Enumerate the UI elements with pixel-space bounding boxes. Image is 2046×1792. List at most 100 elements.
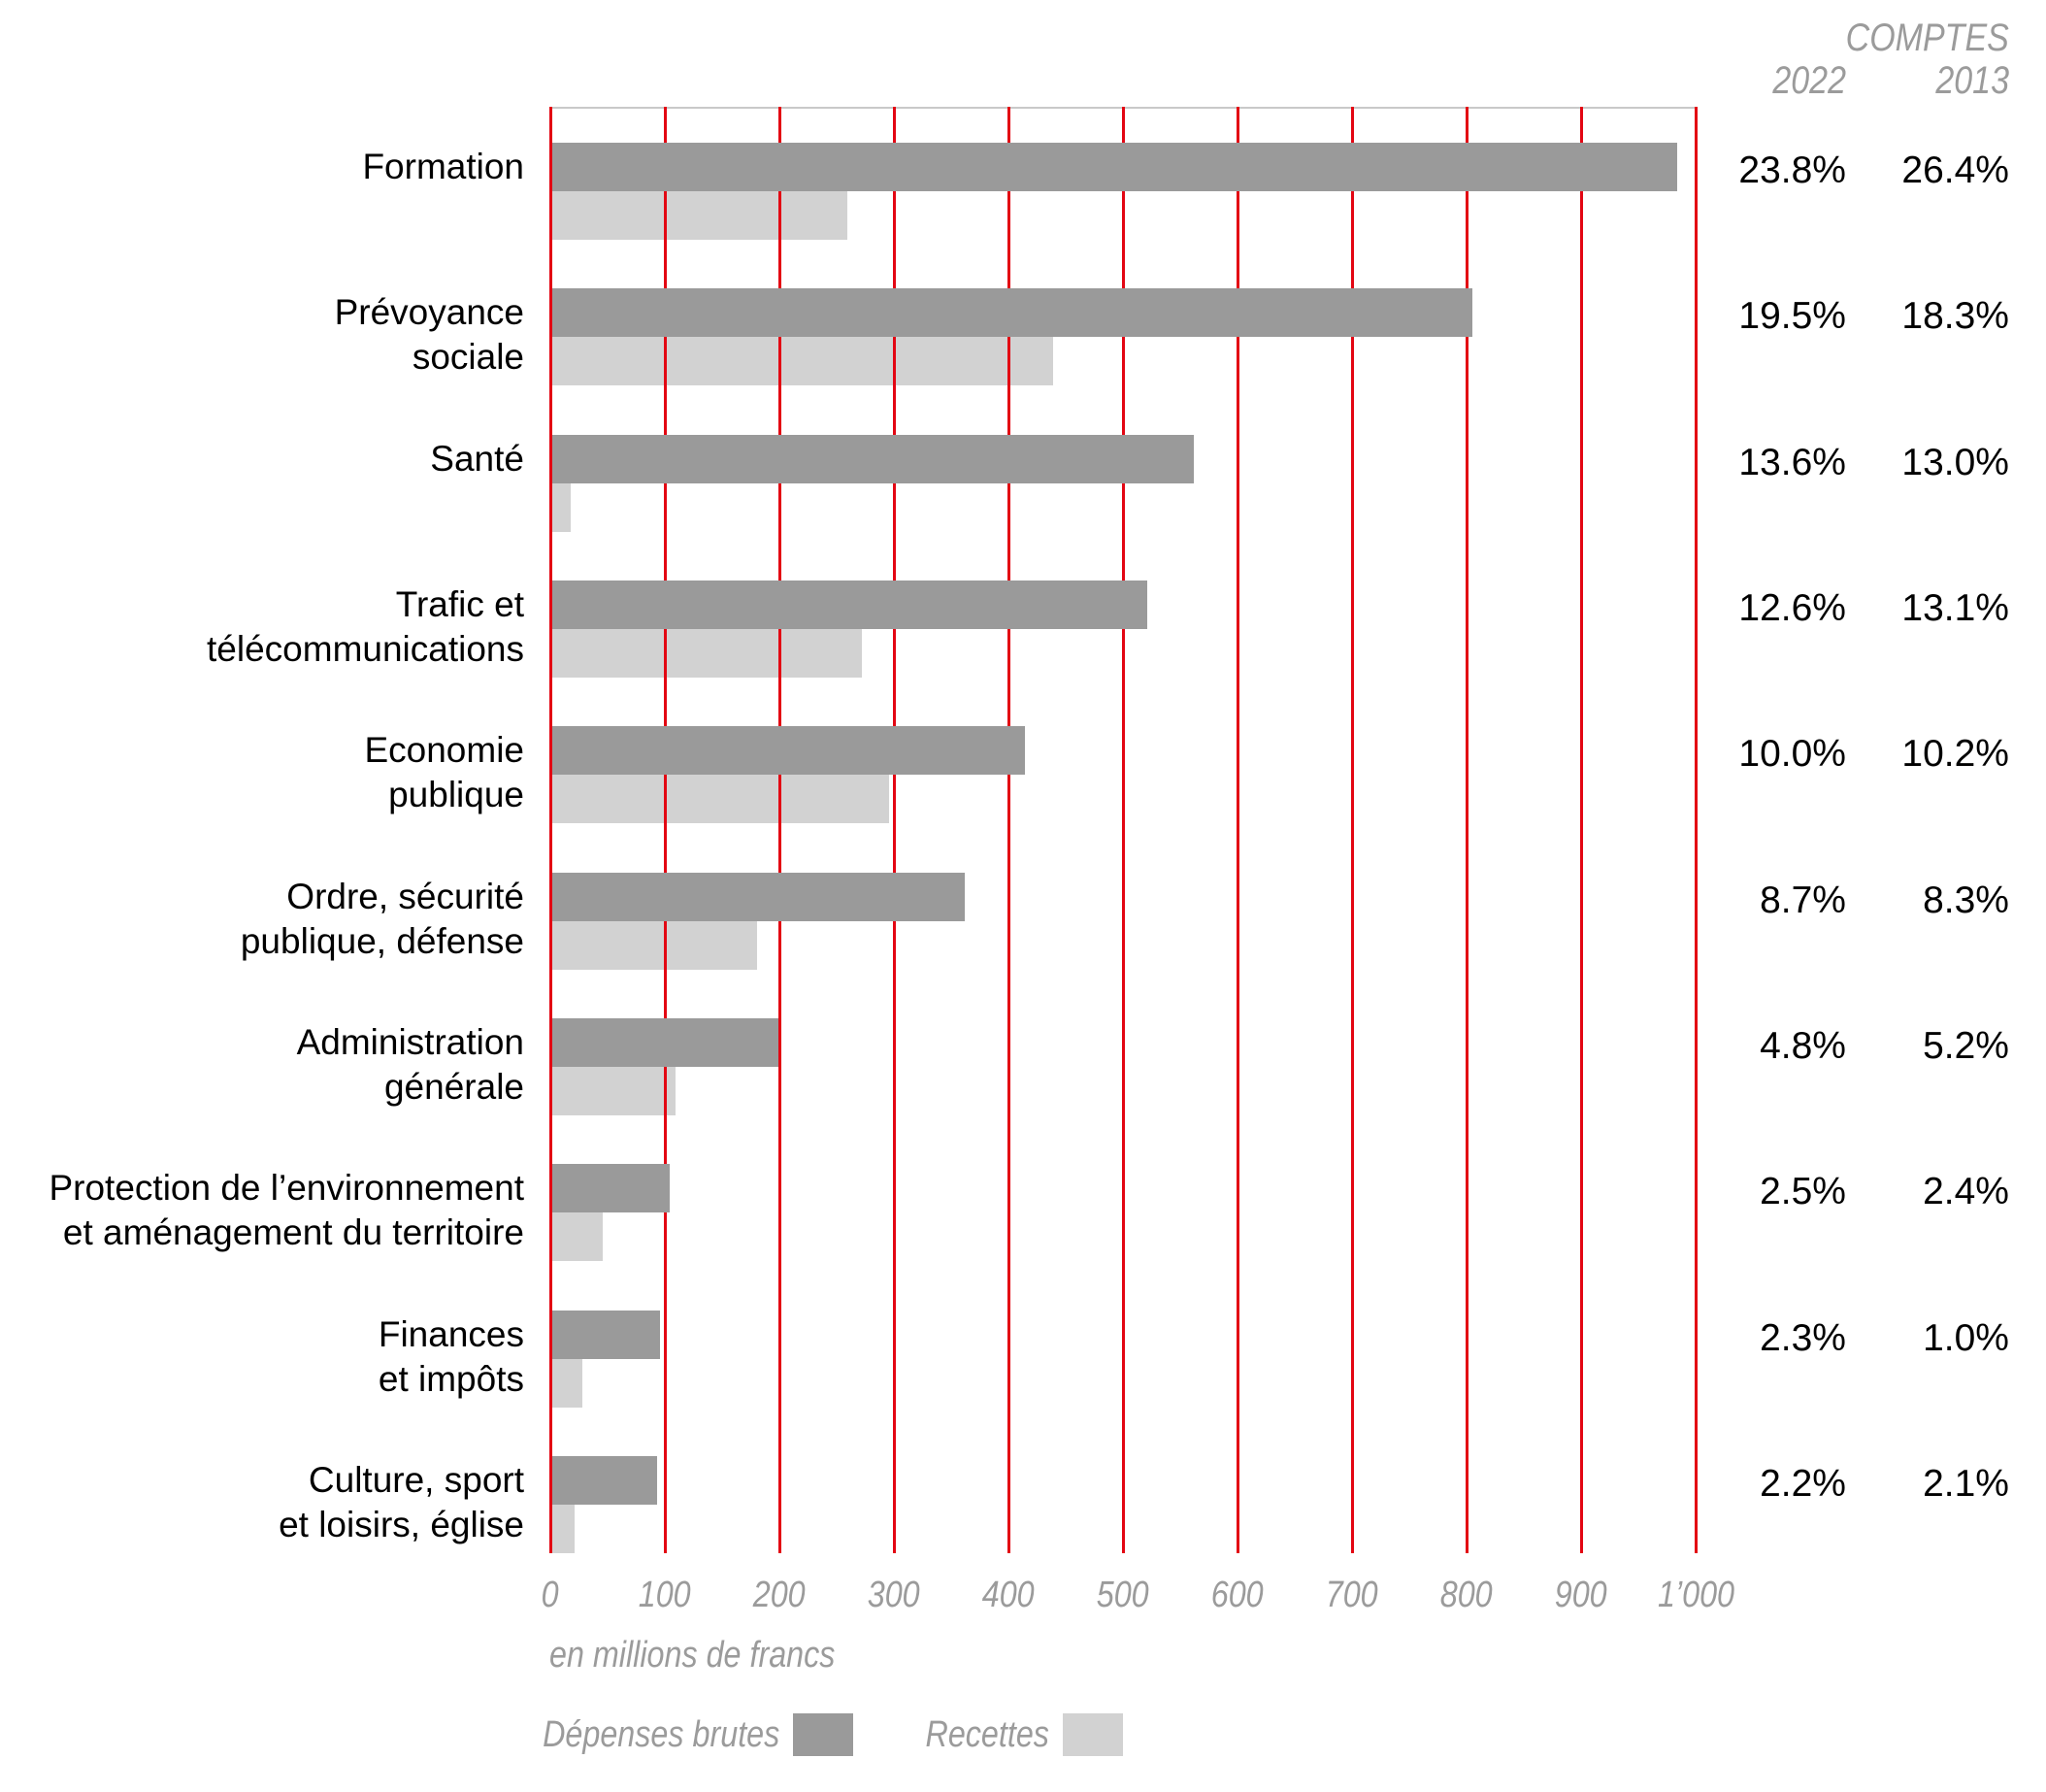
gridline-0 — [549, 107, 552, 1553]
x-tick-text: 600 — [1211, 1575, 1264, 1615]
bar-recettes — [552, 1212, 604, 1261]
axis-unit-label: en millions de francs — [549, 1635, 836, 1676]
percent-2022: 4.8% — [1760, 1025, 1846, 1067]
percent-2022: 8.7% — [1760, 879, 1846, 921]
gridline-700 — [1351, 107, 1354, 1553]
bar-recettes — [552, 1067, 676, 1115]
percent-2022: 19.5% — [1738, 295, 1846, 337]
category-label-line: Administration — [296, 1022, 524, 1062]
bar-recettes — [552, 1359, 583, 1408]
percent-2022: 13.6% — [1738, 442, 1846, 483]
bar-recettes — [552, 921, 757, 970]
percent-2013: 13.1% — [1901, 587, 2009, 629]
category-label-line: Culture, sport — [308, 1460, 524, 1500]
category-label-line: Ordre, sécurité — [286, 877, 524, 916]
category-label-line: sociale — [412, 337, 524, 377]
x-tick-label: 500 — [1055, 1573, 1191, 1617]
x-tick-label: 700 — [1284, 1573, 1420, 1617]
bar-recettes — [552, 629, 863, 678]
category-label: Protection de l’environnement et aménagem… — [0, 1166, 524, 1255]
category-label-line: Formation — [362, 147, 524, 186]
bar-depenses-brutes — [552, 435, 1195, 483]
x-tick-text: 400 — [982, 1575, 1035, 1615]
percent-2013: 13.0% — [1901, 442, 2009, 483]
category-label: Formation — [0, 145, 524, 189]
x-tick-label: 200 — [711, 1573, 847, 1617]
category-label-line: Finances — [378, 1314, 524, 1354]
legend-expenses-swatch — [793, 1713, 854, 1756]
percent-2013: 10.2% — [1901, 733, 2009, 775]
category-label-line: Prévoyance — [334, 292, 524, 332]
percent-2013: 5.2% — [1923, 1025, 2009, 1067]
gridline-300 — [893, 107, 896, 1553]
gridline-1’000 — [1695, 107, 1698, 1553]
percent-2022: 2.5% — [1760, 1171, 1846, 1212]
category-label: Prévoyance sociale — [0, 290, 524, 380]
bar-recettes — [552, 775, 890, 823]
category-label: Culture, sport et loisirs, église — [0, 1458, 524, 1547]
percent-2022: 10.0% — [1738, 733, 1846, 775]
category-label-line: publique — [388, 775, 524, 814]
category-label-line: et aménagement du territoire — [62, 1212, 524, 1252]
x-tick-text: 0 — [542, 1575, 559, 1615]
bar-depenses-brutes — [552, 1456, 657, 1505]
header-year-2013: 2013 — [1935, 59, 2009, 102]
legend: Dépenses brutes Recettes — [501, 1712, 1124, 1757]
category-label-line: télécommunications — [207, 629, 524, 669]
x-tick-label: 900 — [1513, 1573, 1649, 1617]
x-tick-text: 100 — [639, 1575, 691, 1615]
category-label: Administration générale — [0, 1020, 524, 1110]
percent-2013: 18.3% — [1901, 295, 2009, 337]
x-tick-label: 300 — [826, 1573, 962, 1617]
x-tick-text: 500 — [1097, 1575, 1149, 1615]
x-tick-text: 800 — [1440, 1575, 1493, 1615]
x-tick-label: 0 — [482, 1573, 618, 1617]
category-label: Economie publique — [0, 728, 524, 817]
category-label: Ordre, sécurité publique, défense — [0, 875, 524, 964]
category-label-line: Trafic et — [395, 584, 524, 624]
bar-depenses-brutes — [552, 1311, 661, 1359]
category-label-line: et loisirs, église — [279, 1505, 524, 1544]
percent-2022: 12.6% — [1738, 587, 1846, 629]
bar-recettes — [552, 1505, 575, 1553]
x-tick-text: 300 — [868, 1575, 920, 1615]
bar-recettes — [552, 483, 572, 532]
bar-depenses-brutes — [552, 1018, 778, 1067]
percent-2013: 2.4% — [1923, 1171, 2009, 1212]
legend-expenses-label: Dépenses brutes — [543, 1714, 780, 1755]
percent-2022: 2.3% — [1760, 1317, 1846, 1359]
bar-depenses-brutes — [552, 726, 1025, 775]
x-tick-label: 800 — [1399, 1573, 1534, 1617]
bar-recettes — [552, 191, 847, 240]
header-title: COMPTES — [1650, 16, 2009, 60]
x-tick-label: 100 — [597, 1573, 733, 1617]
percent-2013: 26.4% — [1901, 149, 2009, 191]
header-year-2022: 2022 — [1772, 59, 1846, 102]
bar-recettes — [552, 337, 1054, 385]
gridline-200 — [778, 107, 781, 1553]
bar-depenses-brutes — [552, 143, 1678, 191]
legend-revenues-label: Recettes — [925, 1714, 1050, 1755]
gridline-400 — [1007, 107, 1010, 1553]
legend-revenues-swatch — [1063, 1713, 1124, 1756]
x-tick-text: 1’000 — [1657, 1575, 1734, 1615]
x-tick-label: 600 — [1170, 1573, 1305, 1617]
category-label-line: générale — [383, 1067, 524, 1107]
x-tick-text: 200 — [753, 1575, 806, 1615]
category-label-line: Economie — [364, 730, 524, 770]
category-label: Finances et impôts — [0, 1312, 524, 1402]
percent-2013: 8.3% — [1923, 879, 2009, 921]
header-title-text: COMPTES — [1845, 17, 2009, 59]
gridline-900 — [1580, 107, 1583, 1553]
category-label-line: Protection de l’environnement — [49, 1168, 524, 1208]
x-tick-label: 1’000 — [1628, 1573, 1764, 1617]
x-tick-label: 400 — [940, 1573, 1076, 1617]
gridline-100 — [664, 107, 667, 1553]
bar-depenses-brutes — [552, 1164, 670, 1212]
percent-2022: 2.2% — [1760, 1463, 1846, 1505]
category-label: Trafic et télécommunications — [0, 582, 524, 672]
percent-2022: 23.8% — [1738, 149, 1846, 191]
category-label-line: et impôts — [378, 1359, 524, 1399]
x-tick-text: 700 — [1326, 1575, 1378, 1615]
